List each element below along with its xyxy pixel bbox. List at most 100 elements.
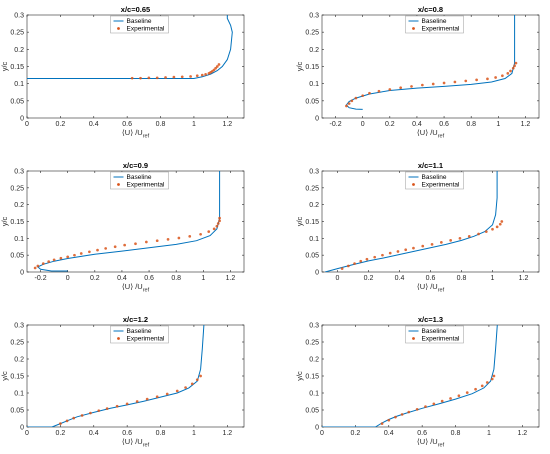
y-axis-label: y/c xyxy=(295,371,304,381)
baseline-series-line xyxy=(324,171,498,272)
y-tick-label: 0.15 xyxy=(10,219,24,226)
experimental-point xyxy=(190,382,194,386)
experimental-point xyxy=(199,232,202,236)
experimental-point xyxy=(66,255,70,259)
y-tick-label: 0 xyxy=(20,116,24,123)
experimental-point xyxy=(396,250,400,253)
legend-box xyxy=(110,171,169,190)
y-tick-label: 0.25 xyxy=(305,30,319,37)
experimental-point xyxy=(89,411,92,415)
experimental-point xyxy=(440,399,444,403)
experimental-point xyxy=(215,65,219,68)
x-tick-label: 0.6 xyxy=(122,430,132,437)
y-tick-label: 0.15 xyxy=(10,374,24,381)
y-tick-label: 0.2 xyxy=(309,47,319,54)
experimental-point xyxy=(218,219,221,223)
experimental-point xyxy=(199,374,202,378)
experimental-point xyxy=(212,227,216,231)
y-tick-label: 0.15 xyxy=(305,219,319,226)
experimental-point xyxy=(506,72,510,75)
legend-box xyxy=(405,15,464,34)
y-axis-label: y/c xyxy=(0,371,9,381)
y-tick-label: 0.05 xyxy=(305,253,319,260)
experimental-point xyxy=(123,243,126,247)
experimental-point xyxy=(492,374,496,378)
chart-panel: 0 0.2 0.4 0.6 0.8 1 1.2 0 0.05 0.1 0.15 0.2 0.25 0.3 x… xyxy=(0,315,245,449)
experimental-point xyxy=(145,240,148,244)
experimental-point xyxy=(388,88,392,91)
x-tick-label: 0.4 xyxy=(117,275,127,282)
experimental-point xyxy=(404,248,408,252)
y-tick-label: 0.1 xyxy=(309,81,319,88)
experimental-point xyxy=(430,243,434,246)
y-tick-label: 0.25 xyxy=(305,185,319,192)
experimental-point xyxy=(424,405,427,408)
x-tick-label: 0.2 xyxy=(351,430,361,437)
y-tick-label: 0 xyxy=(315,116,319,123)
x-tick-label: 0.6 xyxy=(144,275,154,282)
experimental-point xyxy=(216,222,220,225)
x-tick-label: 0.2 xyxy=(56,430,66,437)
y-tick-label: 0.3 xyxy=(309,169,319,176)
experimental-point xyxy=(453,80,457,84)
experimental-point xyxy=(134,242,137,246)
experimental-point xyxy=(135,400,139,403)
experimental-point xyxy=(467,234,471,238)
x-tick-label: 0 xyxy=(361,121,365,128)
experimental-point xyxy=(165,392,169,396)
y-tick-label: 0.3 xyxy=(309,13,319,20)
experimental-point xyxy=(449,397,452,400)
y-tick-label: 0.3 xyxy=(14,169,24,176)
legend-experimental-label: Experimental xyxy=(422,26,460,33)
x-tick-label: 1.2 xyxy=(222,121,232,128)
experimental-point xyxy=(421,244,425,248)
experimental-point xyxy=(52,258,56,262)
experimental-point xyxy=(33,266,37,270)
x-tick-label: -0.2 xyxy=(35,275,47,282)
x-axis-label: ⟨U⟩ /Uref xyxy=(417,282,445,294)
x-axis-label: ⟨U⟩ /Uref xyxy=(417,437,445,449)
y-axis-label: y/c xyxy=(0,61,9,71)
experimental-point xyxy=(47,260,51,263)
plot-area xyxy=(322,325,498,427)
experimental-point xyxy=(511,66,515,70)
legend-baseline-label: Baseline xyxy=(127,174,152,181)
x-tick-label: 1.2 xyxy=(521,121,531,128)
experimental-point xyxy=(96,248,99,252)
x-tick-label: 0.2 xyxy=(385,121,395,128)
x-axis-label: ⟨U⟩ /Uref xyxy=(417,128,445,140)
experimental-point xyxy=(485,381,489,384)
x-tick-label: 0.4 xyxy=(412,121,422,128)
experimental-point xyxy=(387,418,391,422)
experimental-point xyxy=(513,64,516,68)
x-axis-label-subscript: ref xyxy=(143,288,150,294)
y-tick-label: 0.05 xyxy=(305,408,319,415)
legend-box xyxy=(405,325,464,344)
experimental-point xyxy=(139,76,142,80)
x-tick-label: 0 xyxy=(320,430,324,437)
experimental-point xyxy=(113,245,117,249)
plot-area xyxy=(27,15,233,80)
experimental-point xyxy=(59,422,62,425)
x-tick-label: 1.2 xyxy=(519,275,529,282)
legend-baseline-label: Baseline xyxy=(422,328,447,335)
legend-experimental-label: Experimental xyxy=(127,336,165,343)
experimental-point xyxy=(41,262,45,265)
plot-area xyxy=(345,15,518,110)
x-tick-label: 0.8 xyxy=(451,430,461,437)
experimental-point xyxy=(509,69,512,73)
experimental-point xyxy=(500,220,504,223)
experimental-point xyxy=(465,391,469,395)
y-tick-label: 0.2 xyxy=(309,202,319,209)
experimental-point xyxy=(345,104,348,108)
experimental-point xyxy=(477,232,480,236)
plot-area xyxy=(33,171,221,272)
experimental-point xyxy=(495,225,499,229)
y-tick-label: 0.15 xyxy=(305,64,319,71)
y-tick-label: 0 xyxy=(20,425,24,432)
x-tick-label: 1 xyxy=(487,430,491,437)
experimental-point xyxy=(457,394,461,398)
x-axis-label-subscript: ref xyxy=(438,443,445,449)
